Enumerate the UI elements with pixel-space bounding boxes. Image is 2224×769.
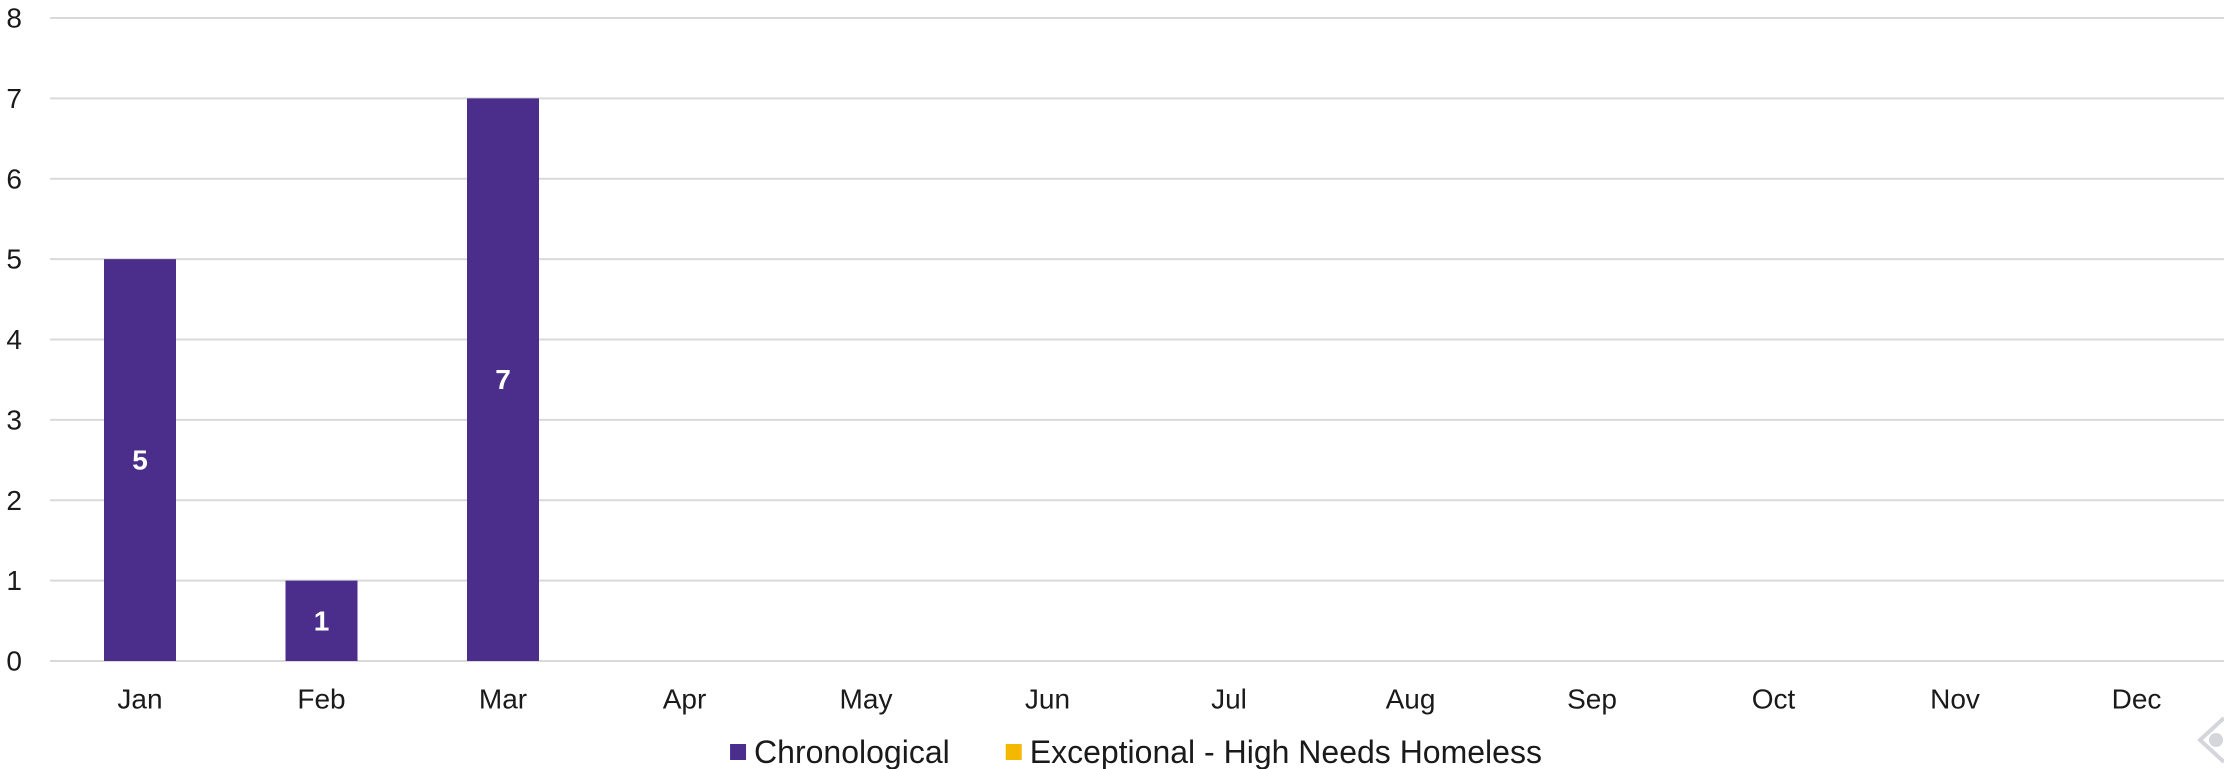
x-tick-label: Apr xyxy=(663,684,707,715)
bar-data-label: 5 xyxy=(132,445,148,476)
x-tick-label: Jul xyxy=(1211,684,1247,715)
y-tick-label: 5 xyxy=(6,244,22,275)
x-tick-label: Nov xyxy=(1930,684,1980,715)
bar-data-label: 1 xyxy=(314,605,330,636)
legend-item: Chronological xyxy=(730,734,950,769)
y-axis: 0 1 2 3 4 5 6 7 8 xyxy=(6,3,22,677)
x-tick-label: Mar xyxy=(479,684,527,715)
y-tick-label: 1 xyxy=(6,565,22,596)
data-labels: 5 1 7 xyxy=(132,364,511,636)
bar-data-label: 7 xyxy=(495,364,511,395)
legend: Chronological Exceptional - High Needs Ho… xyxy=(730,734,1542,769)
bar xyxy=(104,259,176,661)
legend-item: Exceptional - High Needs Homeless xyxy=(1005,734,1542,769)
bar xyxy=(285,580,358,661)
gridlines xyxy=(50,17,2224,662)
x-tick-label: Feb xyxy=(297,684,345,715)
y-tick-label: 8 xyxy=(6,3,22,34)
y-tick-label: 3 xyxy=(6,404,22,435)
x-axis: Jan Feb Mar Apr May Jun Jul Aug Sep Oct Nov Dec xyxy=(117,684,2161,715)
corner-diamond-icon xyxy=(2197,716,2224,764)
legend-swatch xyxy=(730,744,747,760)
y-tick-label: 7 xyxy=(6,83,22,114)
bar xyxy=(467,98,539,661)
y-tick-label: 6 xyxy=(6,163,22,194)
legend-swatch xyxy=(1005,744,1022,760)
x-tick-label: Dec xyxy=(2112,684,2162,715)
x-tick-label: Jan xyxy=(117,684,162,715)
x-tick-label: Aug xyxy=(1386,684,1436,715)
x-tick-label: Jun xyxy=(1025,684,1070,715)
bars xyxy=(104,98,539,661)
x-tick-label: Oct xyxy=(1752,684,1796,715)
x-tick-label: May xyxy=(840,684,893,715)
y-tick-label: 0 xyxy=(6,646,22,677)
y-tick-label: 4 xyxy=(6,324,22,355)
y-tick-label: 2 xyxy=(6,485,22,516)
legend-label: Exceptional - High Needs Homeless xyxy=(1030,734,1542,769)
legend-label: Chronological xyxy=(754,734,950,769)
x-tick-label: Sep xyxy=(1567,684,1617,715)
